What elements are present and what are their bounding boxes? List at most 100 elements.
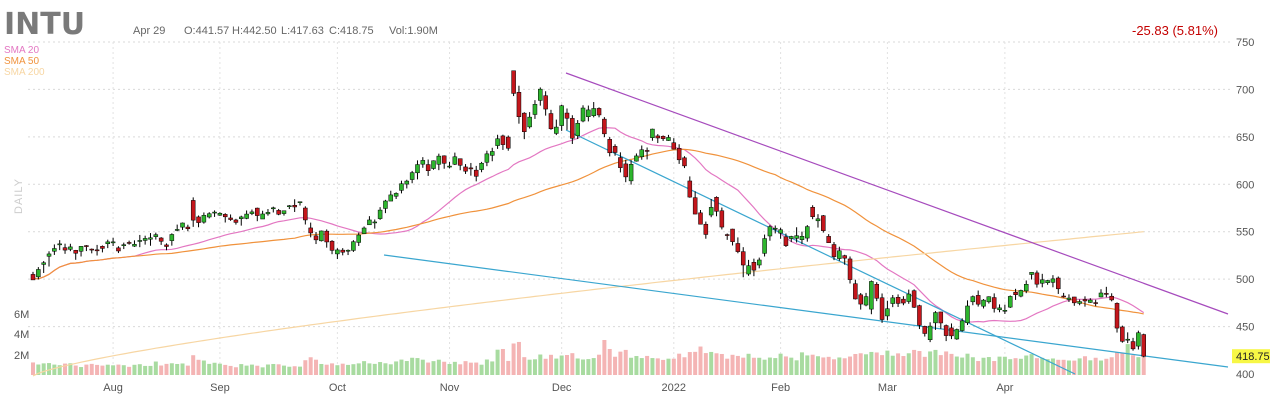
candle-body xyxy=(714,197,719,212)
candle-body xyxy=(586,109,591,117)
candle-body xyxy=(799,236,805,240)
candle-body xyxy=(1034,272,1040,285)
volume-bar xyxy=(335,365,340,375)
candle-body xyxy=(367,219,372,226)
volume-bar xyxy=(191,355,196,375)
candle-body xyxy=(169,234,175,241)
candle-body xyxy=(762,238,767,254)
candle-body xyxy=(479,162,484,170)
candlesticks xyxy=(30,70,1146,358)
candle-body xyxy=(815,218,821,222)
candle-body xyxy=(1002,310,1008,312)
volume-bar xyxy=(986,357,991,375)
volume-bar xyxy=(741,357,746,375)
volume-bar xyxy=(100,365,105,375)
candle-body xyxy=(596,108,602,116)
volume-bar xyxy=(500,348,505,375)
volume-bar xyxy=(970,357,975,375)
volume-bar xyxy=(153,361,158,375)
candle-body xyxy=(842,255,847,259)
candle-body xyxy=(511,70,516,94)
candle-body xyxy=(41,262,46,265)
candle-body xyxy=(319,230,324,242)
candle-body xyxy=(805,226,810,239)
candle-body xyxy=(991,297,997,309)
candle-body xyxy=(730,228,735,242)
volume-bar xyxy=(586,359,591,375)
volume-bar xyxy=(255,365,260,375)
volume-bar xyxy=(474,362,479,375)
candle-body xyxy=(650,128,655,138)
price-tick-label: 750 xyxy=(1236,37,1254,49)
candle-body xyxy=(885,308,890,317)
volume-bar xyxy=(554,358,559,375)
volume-bar xyxy=(885,350,890,375)
candle-body xyxy=(660,136,666,139)
volume-bar xyxy=(281,365,286,375)
candle-body xyxy=(959,320,965,331)
candle-body xyxy=(965,305,970,324)
volume-bar xyxy=(260,367,265,375)
volume-bar xyxy=(767,357,772,375)
volume-bar xyxy=(63,363,68,375)
volume-bar xyxy=(468,362,473,375)
volume-bar xyxy=(292,366,297,375)
volume-bar xyxy=(1099,360,1103,375)
volume-bar xyxy=(314,359,319,375)
candle-body xyxy=(84,245,89,247)
candle-body xyxy=(911,290,917,308)
price-tick-label: 600 xyxy=(1236,179,1254,191)
candle-body xyxy=(222,214,228,218)
volume-bar xyxy=(319,363,324,375)
candle-body xyxy=(399,183,404,191)
volume-bar xyxy=(1056,359,1061,375)
volume-bar xyxy=(143,365,148,375)
candle-body xyxy=(361,227,367,234)
volume-bar xyxy=(84,364,89,375)
last-price-box xyxy=(1232,349,1270,364)
candle-body xyxy=(692,197,698,215)
volume-bar xyxy=(249,364,254,375)
volume-bar xyxy=(356,363,361,375)
volume-bar xyxy=(164,363,169,375)
volume-bar xyxy=(1109,357,1114,375)
volume-bar xyxy=(239,364,244,375)
volume-bar xyxy=(826,356,831,375)
candle-body xyxy=(1098,292,1104,298)
candle-body xyxy=(938,311,944,324)
candle-body xyxy=(1072,296,1077,304)
candle-body xyxy=(46,253,52,257)
volume-bar xyxy=(127,366,132,375)
candle-body xyxy=(68,246,73,250)
volume-bar xyxy=(538,354,543,375)
volume-bar xyxy=(180,363,185,375)
candle-body xyxy=(639,149,645,158)
candle-body xyxy=(57,243,62,246)
volume-bar xyxy=(965,353,970,375)
time-tick-label: Aug xyxy=(103,382,123,394)
candle-body xyxy=(484,153,490,163)
volume-tick-label: 6M xyxy=(14,309,29,321)
candle-body xyxy=(559,105,564,126)
volume-bar xyxy=(1131,355,1136,375)
volume-bar xyxy=(388,364,393,375)
volume-bar xyxy=(479,364,484,375)
candle-body xyxy=(1082,299,1088,302)
volume-bar xyxy=(458,364,463,375)
candle-body xyxy=(36,269,41,278)
candle-body xyxy=(837,250,842,259)
volume-bar xyxy=(933,349,938,375)
price-tick-label: 650 xyxy=(1236,132,1254,144)
volume-bar xyxy=(645,355,650,375)
volume-bar xyxy=(543,358,548,375)
volume-bar xyxy=(511,343,516,375)
candle-body xyxy=(986,296,992,303)
volume-bar xyxy=(95,364,100,375)
candle-body xyxy=(612,146,618,153)
volume-bar xyxy=(244,365,249,375)
volume-bar xyxy=(1072,360,1077,375)
volume-bar xyxy=(783,356,788,375)
price-tick-label: 700 xyxy=(1236,84,1254,96)
candle-body xyxy=(73,250,78,254)
